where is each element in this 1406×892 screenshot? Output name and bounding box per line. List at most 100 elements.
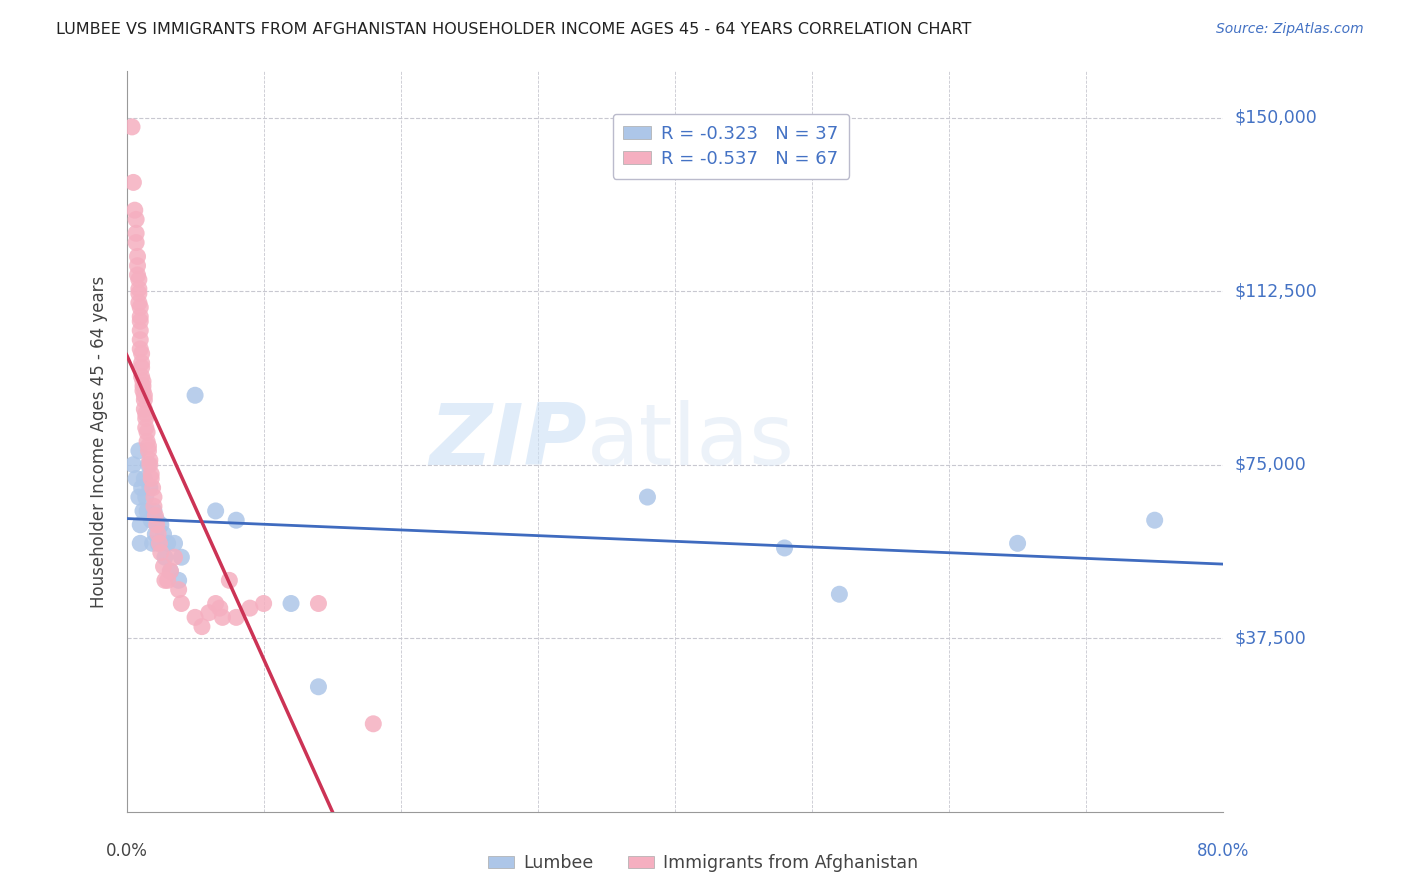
Point bbox=[127, 259, 149, 273]
Legend: Lumbee, Immigrants from Afghanistan: Lumbee, Immigrants from Afghanistan bbox=[481, 847, 925, 879]
Point bbox=[139, 453, 162, 467]
Point bbox=[135, 420, 157, 434]
Point bbox=[253, 597, 276, 611]
Point bbox=[184, 610, 207, 624]
Point bbox=[191, 619, 214, 633]
Point bbox=[136, 434, 159, 449]
Point bbox=[1007, 536, 1029, 550]
Point bbox=[128, 286, 150, 301]
Point bbox=[122, 175, 145, 190]
Point bbox=[129, 536, 152, 550]
Point bbox=[163, 550, 186, 565]
Point bbox=[143, 490, 166, 504]
Point bbox=[218, 574, 240, 588]
Point bbox=[127, 250, 149, 264]
Text: ZIP: ZIP bbox=[429, 400, 588, 483]
Point bbox=[131, 369, 153, 384]
Point bbox=[129, 333, 152, 347]
Point bbox=[159, 564, 181, 578]
Point bbox=[135, 490, 157, 504]
Point bbox=[129, 301, 152, 315]
Point bbox=[308, 680, 330, 694]
Point bbox=[128, 443, 150, 458]
Point bbox=[143, 508, 166, 523]
Point bbox=[184, 388, 207, 402]
Point bbox=[636, 490, 658, 504]
Point bbox=[139, 458, 162, 472]
Text: Source: ZipAtlas.com: Source: ZipAtlas.com bbox=[1216, 22, 1364, 37]
Point bbox=[204, 597, 226, 611]
Point bbox=[132, 379, 155, 393]
Point bbox=[773, 541, 796, 555]
Point bbox=[156, 536, 179, 550]
Point bbox=[828, 587, 851, 601]
Point bbox=[145, 517, 167, 532]
Point bbox=[129, 517, 152, 532]
Point bbox=[138, 458, 160, 472]
Text: LUMBEE VS IMMIGRANTS FROM AFGHANISTAN HOUSEHOLDER INCOME AGES 45 - 64 YEARS CORR: LUMBEE VS IMMIGRANTS FROM AFGHANISTAN HO… bbox=[56, 22, 972, 37]
Point bbox=[170, 597, 193, 611]
Point bbox=[149, 517, 172, 532]
Point bbox=[308, 597, 330, 611]
Point bbox=[125, 471, 148, 485]
Point bbox=[152, 559, 174, 574]
Point bbox=[124, 203, 146, 218]
Point bbox=[129, 324, 152, 338]
Point bbox=[146, 536, 169, 550]
Legend: R = -0.323   N = 37, R = -0.537   N = 67: R = -0.323 N = 37, R = -0.537 N = 67 bbox=[613, 113, 849, 178]
Point bbox=[197, 606, 219, 620]
Point bbox=[121, 120, 143, 134]
Point bbox=[363, 716, 385, 731]
Point bbox=[163, 536, 186, 550]
Point bbox=[128, 490, 150, 504]
Point bbox=[128, 282, 150, 296]
Point bbox=[143, 504, 166, 518]
Point bbox=[167, 582, 190, 597]
Point bbox=[153, 574, 176, 588]
Y-axis label: Householder Income Ages 45 - 64 years: Householder Income Ages 45 - 64 years bbox=[90, 276, 108, 607]
Point bbox=[129, 342, 152, 356]
Point bbox=[138, 439, 160, 453]
Text: $75,000: $75,000 bbox=[1234, 456, 1306, 474]
Point bbox=[146, 527, 169, 541]
Point bbox=[143, 527, 166, 541]
Point bbox=[134, 388, 156, 402]
Point bbox=[134, 392, 156, 407]
Text: 80.0%: 80.0% bbox=[1197, 842, 1250, 860]
Point bbox=[156, 574, 179, 588]
Point bbox=[141, 467, 163, 481]
Point bbox=[125, 212, 148, 227]
Point bbox=[225, 513, 247, 527]
Point bbox=[1143, 513, 1166, 527]
Point bbox=[152, 527, 174, 541]
Point bbox=[132, 384, 155, 398]
Point bbox=[142, 481, 165, 495]
Point bbox=[167, 574, 190, 588]
Point bbox=[136, 425, 159, 440]
Point bbox=[145, 513, 167, 527]
Point bbox=[139, 481, 162, 495]
Point bbox=[135, 411, 157, 425]
Point bbox=[127, 268, 149, 282]
Point bbox=[142, 536, 165, 550]
Point bbox=[149, 545, 172, 560]
Point bbox=[135, 407, 157, 421]
Point bbox=[131, 360, 153, 375]
Point bbox=[138, 443, 160, 458]
Point bbox=[131, 356, 153, 370]
Point bbox=[159, 564, 181, 578]
Point bbox=[129, 314, 152, 328]
Point bbox=[211, 610, 233, 624]
Point bbox=[125, 235, 148, 250]
Point bbox=[153, 550, 176, 565]
Point bbox=[239, 601, 262, 615]
Text: $150,000: $150,000 bbox=[1234, 109, 1317, 127]
Point bbox=[131, 481, 153, 495]
Point bbox=[280, 597, 302, 611]
Point bbox=[122, 458, 145, 472]
Point bbox=[129, 310, 152, 324]
Point bbox=[225, 610, 247, 624]
Point bbox=[136, 504, 159, 518]
Point bbox=[128, 295, 150, 310]
Point bbox=[143, 500, 166, 514]
